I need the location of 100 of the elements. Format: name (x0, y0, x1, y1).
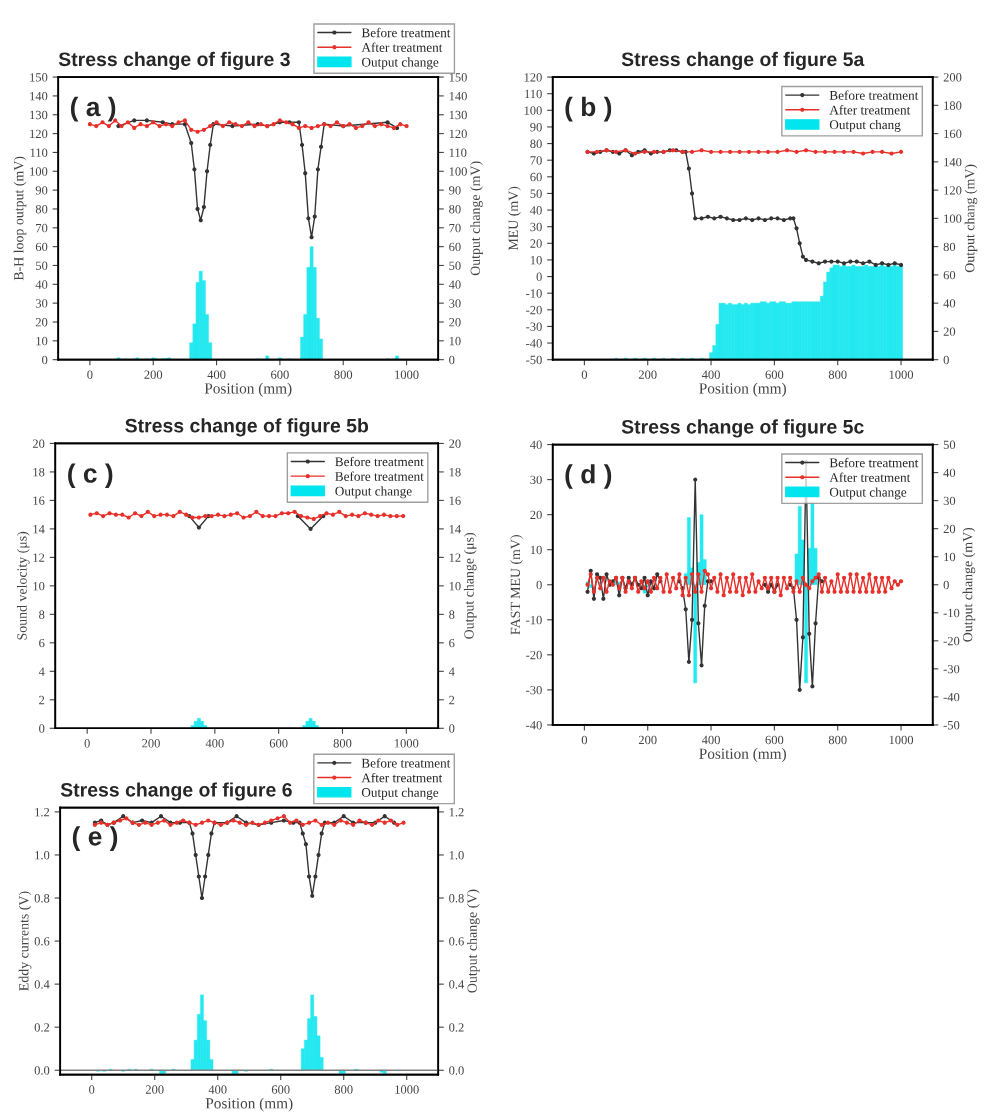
y2-tick-label: 8 (449, 610, 455, 619)
y2-axis-title: Output chang (mV) (964, 164, 978, 273)
y2-tick-label: 0.6 (449, 937, 464, 946)
y-tick-label: 10 (36, 336, 48, 346)
y2-tick-label: 120 (449, 129, 467, 139)
y2-tick-label: 1.2 (449, 807, 464, 817)
y2-tick-label: 10 (449, 336, 461, 346)
y-tick-label: -20 (526, 650, 542, 660)
y-tick-label: -50 (526, 355, 542, 365)
y2-tick-label: 0 (943, 580, 949, 590)
legend-label: Output chang (829, 119, 901, 132)
y-tick-label: 0 (536, 272, 542, 282)
y2-tick-label: 90 (449, 186, 461, 195)
y2-tick-label: 130 (449, 110, 467, 120)
y-tick-label: 1.2 (35, 807, 50, 817)
y-tick-label: 0.6 (34, 937, 50, 946)
y-tick-label: 140 (30, 91, 48, 101)
y-axis-title: B-H loop output (mV) (13, 156, 27, 281)
legend-label: Before treatment (829, 90, 919, 100)
y2-tick-label: 60 (449, 242, 461, 252)
y2-tick-label: -30 (943, 664, 960, 674)
y2-axis-title: Output change (mV) (962, 527, 976, 642)
y2-tick-label: -50 (943, 720, 960, 730)
x-tick-label: 400 (207, 370, 226, 379)
annotation: ( e ) (72, 826, 118, 851)
y-tick-label: 60 (530, 172, 542, 182)
y2-tick-label: 30 (943, 496, 956, 506)
y-tick-label: 0.4 (34, 980, 50, 989)
chart-title: Stress change of figure 5b (125, 418, 369, 437)
y2-tick-label: 2 (449, 695, 455, 705)
x-tick-label: 200 (145, 1085, 164, 1094)
y2-tick-label: 100 (944, 214, 962, 223)
x-tick-label: 1000 (395, 370, 419, 379)
x-axis-title: Position (mm) (699, 748, 786, 762)
y2-tick-label: 40 (943, 299, 956, 308)
y2-tick-label: -20 (943, 636, 960, 646)
y-tick-label: 18 (33, 467, 45, 477)
annotation: ( c ) (68, 463, 113, 488)
y-tick-label: 90 (530, 122, 542, 132)
annotation: ( a ) (70, 96, 116, 122)
y-tick-label: 10 (33, 581, 45, 591)
y-tick-label: 20 (32, 439, 45, 448)
x-axis-title: Position (mm) (699, 382, 786, 397)
y-tick-label: 20 (35, 318, 48, 327)
x-tick-label: 800 (828, 370, 847, 379)
y2-tick-label: 1.0 (449, 850, 464, 860)
y-tick-label: 6 (39, 638, 45, 648)
y2-tick-label: -10 (943, 608, 960, 618)
legend-label: Output change (361, 787, 439, 800)
y-tick-label: 10 (530, 545, 542, 555)
legend-label: After treatment (361, 42, 443, 52)
chart-title: Stress change of figure 5a (621, 51, 865, 71)
x-tick-label: 200 (142, 739, 160, 748)
legend-label: Output change (362, 57, 439, 70)
y2-tick-label: 0.2 (449, 1023, 464, 1032)
y2-tick-label: 40 (448, 280, 461, 289)
y-tick-label: 50 (530, 189, 542, 198)
y-tick-label: 150 (30, 73, 48, 82)
x-tick-label: 0 (89, 1085, 95, 1094)
y-tick-label: 110 (30, 148, 48, 157)
x-tick-label: 200 (638, 370, 657, 379)
y2-tick-label: 14 (449, 524, 461, 534)
x-tick-label: 1000 (395, 1085, 419, 1094)
y-axis-title: Eddy currents (V) (18, 891, 32, 991)
chart-title: Stress change of figure 6 (60, 782, 292, 801)
y-tick-label: 14 (33, 524, 45, 534)
x-tick-label: 1000 (889, 735, 914, 745)
y-tick-label: 30 (530, 222, 542, 232)
y-axis-title: MEU (mV) (508, 186, 521, 251)
y2-axis-title: Output change (μs) (463, 533, 477, 639)
x-tick-label: 600 (765, 370, 784, 379)
y2-tick-label: 100 (449, 167, 467, 176)
y-tick-label: 0 (42, 355, 48, 365)
y-tick-label: 16 (33, 496, 45, 505)
x-tick-label: 600 (269, 739, 288, 748)
y2-tick-label: 30 (449, 299, 461, 308)
x-tick-label: 400 (208, 1085, 227, 1094)
x-tick-label: 600 (271, 1085, 290, 1094)
x-axis-title: Position (mm) (205, 1097, 293, 1112)
legend-label: Before treatment (335, 456, 424, 467)
y-axis-title: FAST MEU (mV) (510, 535, 523, 635)
y2-tick-label: 50 (449, 261, 461, 270)
legend-label: After treatment (829, 472, 911, 482)
x-tick-label: 800 (333, 739, 352, 748)
y2-tick-label: 140 (944, 157, 962, 167)
y2-tick-label: 60 (943, 270, 956, 280)
y2-axis-title: Output change (V) (467, 889, 480, 993)
y-tick-label: 30 (35, 299, 48, 308)
y2-axis-title: Output change (mV) (470, 161, 483, 276)
y-tick-label: 130 (30, 110, 48, 120)
legend-label: Output change (335, 486, 412, 499)
y-tick-label: 1.0 (35, 850, 50, 860)
y2-tick-label: -40 (943, 692, 960, 702)
y2-tick-label: 40 (943, 468, 956, 478)
y-tick-label: -20 (526, 305, 542, 315)
y2-tick-label: 10 (944, 552, 956, 562)
y-tick-label: 30 (530, 475, 542, 485)
y-tick-label: 40 (530, 440, 542, 450)
y-axis-title: Sound velocity (μs) (16, 531, 30, 640)
x-tick-label: 600 (765, 735, 784, 745)
